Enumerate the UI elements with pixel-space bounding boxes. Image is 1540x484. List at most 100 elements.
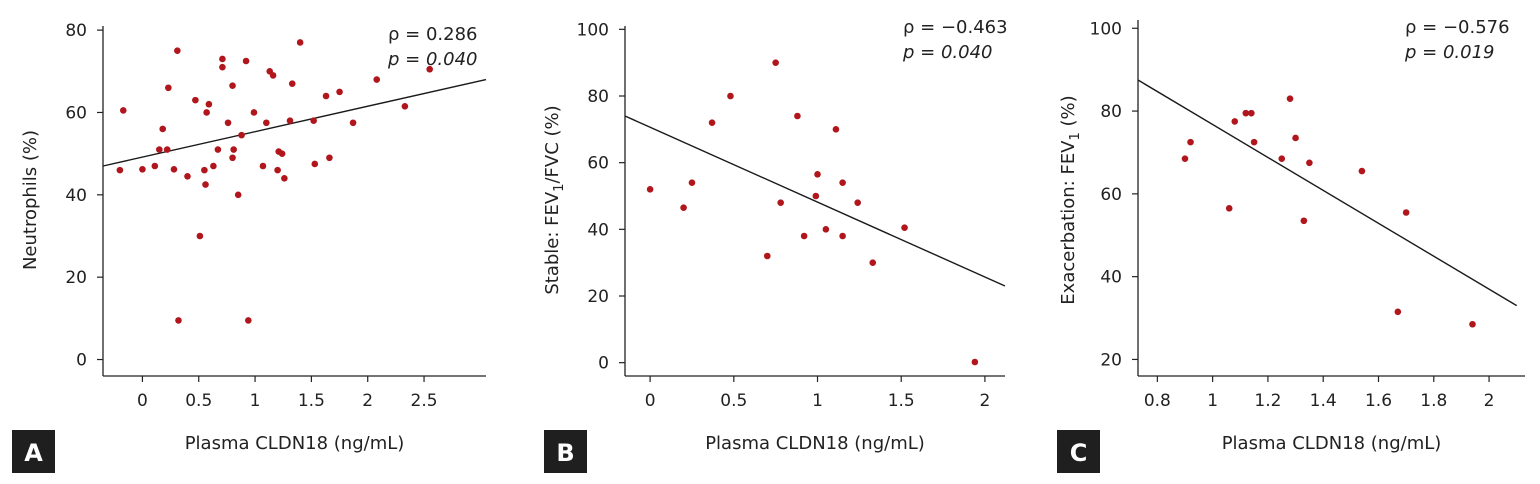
x-tick-label: 1 — [1207, 391, 1218, 411]
x-tick-label: 0 — [645, 391, 656, 411]
x-tick-label: 0.5 — [720, 391, 747, 411]
data-point — [184, 172, 191, 180]
data-point — [1248, 109, 1255, 117]
data-point — [763, 252, 771, 260]
y-tick-label: 40 — [1100, 268, 1122, 288]
x-tick-label: 2.5 — [411, 391, 438, 411]
data-point — [869, 259, 877, 266]
data-point — [245, 317, 252, 324]
data-point — [202, 181, 209, 188]
data-point — [269, 72, 277, 79]
panel-a: 0 20 40 60 80 0 0.5 1 1.5 2 2.5 ρ = 0.286 p = 0.040 P… — [12, 21, 487, 473]
data-point — [901, 224, 908, 231]
data-point — [839, 232, 846, 240]
panel-letter: B — [556, 439, 574, 467]
data-point — [1242, 109, 1250, 117]
y-tick-label: 60 — [65, 103, 87, 123]
data-point — [349, 119, 357, 127]
y-tick-label: 0 — [598, 354, 609, 374]
y-tick-label: 60 — [1100, 185, 1122, 205]
data-point — [832, 126, 840, 133]
data-point — [1286, 95, 1294, 102]
data-point — [1469, 320, 1476, 328]
data-point — [263, 119, 270, 127]
y-tick-label: 40 — [65, 186, 87, 206]
panel-badge — [1057, 430, 1100, 473]
data-point — [646, 186, 654, 193]
x-tick-label: 2 — [979, 391, 990, 411]
y-tick-label: 100 — [1090, 19, 1122, 39]
panel-badge — [12, 430, 55, 473]
data-point — [311, 160, 319, 168]
data-point — [1306, 159, 1313, 167]
p-value-annotation: p = 0.019 — [1404, 42, 1494, 63]
x-tick-label: 1.5 — [888, 391, 915, 411]
data-point — [163, 146, 171, 153]
data-point — [201, 166, 208, 174]
regression-line — [624, 115, 1006, 287]
x-axis-label: Plasma CLDN18 (ng/mL) — [1222, 433, 1442, 454]
data-point — [373, 76, 381, 83]
data-point — [151, 162, 159, 170]
y-axis-label: Stable: FEV1/FVC (%) — [542, 105, 567, 294]
y-tick-label: 80 — [1100, 102, 1122, 122]
data-point — [203, 109, 210, 116]
data-point — [326, 154, 333, 162]
data-point — [1250, 138, 1258, 146]
p-value-annotation: p = 0.040 — [387, 49, 477, 70]
data-point — [822, 226, 830, 233]
data-point — [1300, 217, 1308, 225]
data-point — [727, 92, 734, 100]
data-point — [214, 146, 222, 153]
panel-c: 20 40 60 80 100 0.8 1 1.2 1.4 1.6 1.8 2 ρ = −0.576 p … — [1057, 17, 1525, 473]
x-axis-label: Plasma CLDN18 (ng/mL) — [705, 433, 925, 454]
y-axis-label: Neutrophils (%) — [20, 130, 41, 270]
data-point — [310, 117, 317, 125]
data-point — [286, 117, 294, 125]
data-point — [170, 165, 178, 173]
x-tick-label: 0 — [137, 391, 148, 411]
data-point — [274, 166, 281, 174]
data-point — [814, 171, 821, 178]
x-axis-label: Plasma CLDN18 (ng/mL) — [185, 433, 405, 454]
data-point — [219, 55, 226, 63]
x-tick-label: 1.4 — [1310, 391, 1337, 411]
data-point — [336, 88, 343, 96]
data-point — [1225, 205, 1233, 212]
panel-letter: A — [24, 439, 43, 467]
data-point — [139, 165, 146, 173]
data-point — [219, 63, 226, 71]
data-point — [234, 191, 242, 199]
data-point — [1358, 167, 1366, 175]
x-tick-label: 2 — [1484, 391, 1495, 411]
y-tick-label: 0 — [76, 351, 87, 371]
x-tick-label: 0.5 — [185, 391, 212, 411]
data-point — [794, 112, 801, 120]
data-point — [401, 102, 409, 110]
data-point — [238, 131, 245, 139]
data-point — [296, 39, 304, 46]
data-point — [1181, 155, 1189, 162]
y-tick-label: 40 — [587, 220, 609, 240]
data-point — [281, 175, 288, 182]
x-tick-label: 0.8 — [1144, 391, 1171, 411]
data-point — [322, 92, 330, 100]
data-point — [854, 199, 861, 206]
data-point — [174, 47, 181, 55]
data-point — [680, 204, 687, 211]
data-point — [288, 80, 296, 87]
p-value-annotation: p = 0.040 — [902, 42, 992, 63]
data-point — [426, 65, 433, 73]
x-tick-label: 1.6 — [1365, 391, 1392, 411]
data-point — [1394, 308, 1402, 316]
x-tick-label: 1.2 — [1254, 391, 1281, 411]
y-tick-label: 80 — [65, 21, 87, 41]
regression-line — [102, 78, 487, 167]
x-tick-label: 1 — [812, 391, 823, 411]
data-point — [196, 232, 204, 240]
data-point — [175, 317, 182, 324]
data-point — [1402, 209, 1410, 216]
x-tick-label: 2 — [362, 391, 373, 411]
y-axis-label: Exacerbation: FEV1 (%) — [1058, 95, 1083, 304]
